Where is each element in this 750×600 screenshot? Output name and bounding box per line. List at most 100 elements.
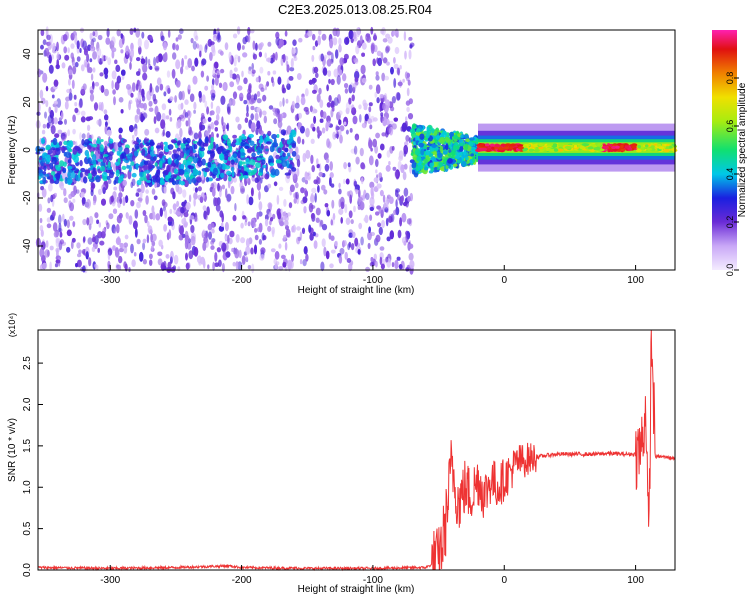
noise-speck bbox=[175, 44, 179, 51]
noise-speck bbox=[403, 201, 408, 207]
transition-cell bbox=[416, 156, 422, 162]
noise-speck bbox=[378, 207, 382, 214]
noise-speck bbox=[368, 106, 372, 113]
noise-speck bbox=[404, 141, 409, 147]
noise-speck bbox=[190, 232, 196, 242]
signal-cell bbox=[99, 165, 106, 172]
signal-cell bbox=[95, 175, 100, 180]
noise-speck bbox=[61, 241, 67, 246]
noise-speck bbox=[122, 196, 126, 206]
noise-speck bbox=[242, 215, 247, 220]
noise-speck bbox=[138, 45, 142, 55]
noise-speck bbox=[293, 193, 296, 198]
signal-core-cell bbox=[559, 143, 564, 147]
noise-speck bbox=[187, 117, 191, 127]
noise-speck bbox=[316, 158, 319, 165]
noise-speck bbox=[293, 197, 297, 204]
noise-speck bbox=[193, 217, 199, 223]
noise-speck bbox=[85, 251, 89, 260]
signal-cell bbox=[102, 175, 108, 182]
noise-speck bbox=[91, 236, 96, 243]
noise-speck bbox=[92, 67, 96, 73]
noise-speck bbox=[258, 201, 263, 211]
noise-speck bbox=[330, 235, 335, 241]
signal-cell bbox=[219, 154, 225, 161]
noise-speck bbox=[46, 223, 52, 229]
spectrogram-y-ticks: -40 -20 0 20 40 bbox=[22, 48, 43, 253]
noise-speck bbox=[121, 74, 125, 80]
noise-speck bbox=[52, 222, 58, 232]
noise-speck bbox=[205, 130, 210, 136]
noise-speck bbox=[289, 67, 295, 72]
signal-cell bbox=[258, 172, 263, 176]
transition-cell bbox=[447, 158, 453, 164]
noise-speck bbox=[313, 240, 318, 249]
noise-speck bbox=[40, 29, 45, 36]
noise-speck bbox=[391, 123, 397, 130]
transition-cell bbox=[439, 145, 444, 153]
noise-speck bbox=[358, 188, 361, 199]
noise-speck bbox=[112, 89, 116, 95]
noise-speck bbox=[326, 138, 330, 148]
signal-cell bbox=[40, 137, 46, 145]
noise-speck bbox=[279, 221, 285, 227]
noise-speck bbox=[201, 230, 206, 239]
noise-speck bbox=[326, 84, 329, 92]
noise-speck bbox=[333, 68, 339, 78]
noise-speck bbox=[163, 91, 167, 97]
noise-speck bbox=[130, 200, 135, 207]
noise-speck bbox=[377, 222, 382, 228]
noise-speck bbox=[149, 36, 153, 41]
signal-cell bbox=[236, 173, 242, 177]
signal-cell bbox=[289, 157, 294, 161]
noise-speck bbox=[244, 117, 249, 123]
noise-speck bbox=[296, 158, 301, 168]
noise-speck bbox=[361, 42, 367, 50]
noise-speck bbox=[234, 248, 240, 259]
noise-speck bbox=[340, 201, 345, 210]
noise-speck bbox=[325, 158, 330, 164]
noise-speck bbox=[338, 119, 342, 126]
signal-cell bbox=[64, 176, 68, 184]
signal-core-cell bbox=[553, 148, 559, 152]
noise-speck bbox=[202, 118, 207, 124]
noise-speck bbox=[115, 64, 121, 72]
noise-speck bbox=[284, 241, 288, 251]
noise-speck bbox=[349, 127, 353, 133]
signal-cell bbox=[93, 147, 100, 151]
signal-cell bbox=[45, 154, 51, 163]
noise-speck bbox=[175, 211, 181, 216]
noise-speck bbox=[261, 232, 265, 241]
noise-speck bbox=[211, 229, 215, 234]
signal-cell bbox=[141, 148, 146, 156]
noise-speck bbox=[210, 89, 216, 97]
noise-speck bbox=[120, 109, 124, 114]
noise-speck bbox=[323, 152, 329, 161]
signal-core-cell bbox=[479, 148, 486, 152]
noise-speck bbox=[94, 81, 100, 87]
noise-speck bbox=[268, 105, 274, 110]
signal-cell bbox=[130, 161, 135, 166]
noise-speck bbox=[89, 58, 93, 63]
noise-speck bbox=[72, 65, 77, 75]
noise-speck bbox=[58, 240, 63, 251]
noise-speck bbox=[180, 207, 185, 214]
signal-cell bbox=[97, 158, 103, 162]
noise-speck bbox=[405, 100, 411, 106]
noise-speck bbox=[288, 76, 294, 81]
noise-speck bbox=[86, 198, 91, 209]
noise-speck bbox=[212, 187, 216, 197]
noise-speck bbox=[225, 251, 231, 258]
noise-speck bbox=[348, 263, 353, 272]
noise-speck bbox=[100, 85, 105, 93]
noise-speck bbox=[242, 36, 247, 45]
noise-speck bbox=[339, 57, 345, 66]
signal-cell bbox=[40, 173, 44, 179]
snr-series-line bbox=[37, 329, 676, 572]
noise-speck bbox=[395, 169, 400, 179]
noise-speck bbox=[360, 236, 364, 246]
noise-speck bbox=[75, 263, 79, 268]
noise-speck bbox=[386, 150, 391, 158]
noise-speck bbox=[101, 198, 106, 206]
noise-speck bbox=[252, 40, 256, 50]
